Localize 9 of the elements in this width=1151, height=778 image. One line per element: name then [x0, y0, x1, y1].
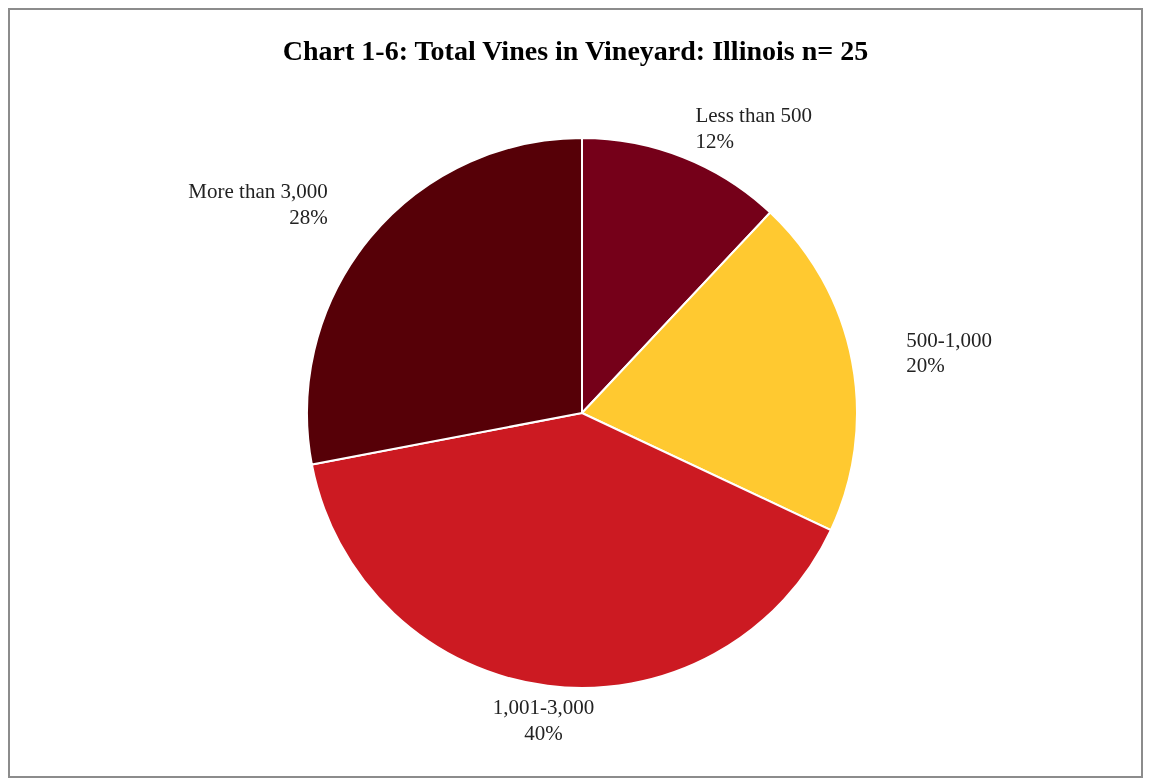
data-label: 12%: [695, 128, 734, 153]
slice-label: 1,001-3,000: [492, 695, 595, 720]
data-label: 40%: [524, 720, 563, 745]
slice-label: 500-1,000: [906, 327, 992, 352]
slice-label: Less than 500: [695, 103, 813, 128]
data-label: 28%: [289, 204, 328, 229]
data-label: 20%: [906, 353, 945, 378]
slice-label: More than 3,000: [188, 179, 328, 204]
chart-title: Chart 1-6: Total Vines in Vineyard: Illinois n= 25: [282, 35, 869, 66]
